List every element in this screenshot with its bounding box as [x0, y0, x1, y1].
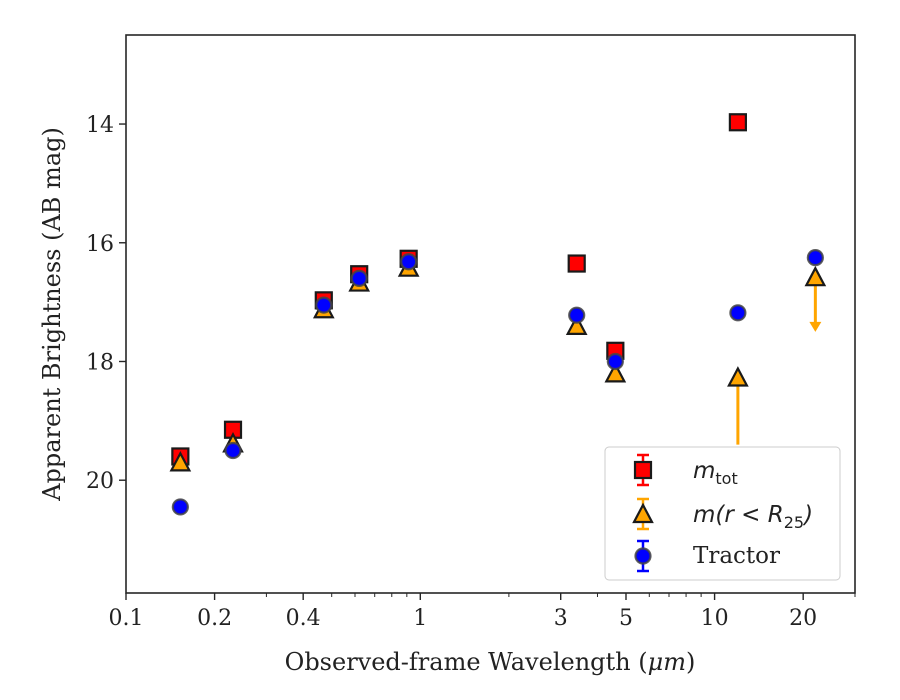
x-axis-label-suffix: ) [686, 648, 695, 676]
data-point-circle [806, 249, 824, 267]
data-marks [169, 113, 827, 516]
y-tick-label: 20 [86, 469, 114, 494]
legend-entry-mr25: m(r < R25) [693, 502, 813, 532]
legend-markers [632, 453, 654, 573]
legend: mtot m(r < R25) Tractor [604, 446, 841, 581]
data-point-square [728, 113, 747, 132]
x-tick-label: 1 [413, 606, 427, 631]
y-axis-label: Apparent Brightness (AB mag) [38, 127, 66, 502]
x-axis-label-unit: μm [648, 648, 686, 676]
data-point-circle [171, 498, 189, 516]
axis-ticks: 0.1 0.2 0.4 1 3 5 10 20 14 16 18 20 [86, 113, 856, 631]
x-tick-label: 3 [554, 606, 568, 631]
x-axis-label: Observed-frame Wavelength (μm) [285, 648, 696, 676]
legend-mr25-base: m [693, 502, 715, 528]
x-tick-label: 0.1 [109, 606, 144, 631]
data-point-triangle [804, 265, 827, 287]
legend-mr25-tail: (r < R [715, 502, 783, 528]
x-axis-label-prefix: Observed-frame Wavelength ( [285, 648, 648, 676]
data-point-triangle [169, 451, 192, 472]
data-point-circle [350, 269, 368, 287]
data-point-square [567, 254, 586, 273]
data-point-circle [568, 306, 586, 324]
x-tick-label: 20 [789, 606, 817, 631]
legend-marker-circle [634, 547, 652, 565]
legend-mtot-base: m [693, 458, 715, 484]
data-point-circle [729, 304, 747, 322]
data-point-triangle [565, 314, 588, 335]
legend-mtot-sub: tot [715, 469, 737, 488]
y-tick-label: 14 [86, 113, 114, 138]
legend-marker-triangle [632, 502, 654, 524]
legend-entry-mtot: mtot [693, 458, 738, 488]
legend-mr25-sub: 25 [784, 513, 804, 532]
data-point-circle [606, 352, 624, 371]
x-tick-label: 10 [701, 606, 729, 631]
y-tick-label: 16 [86, 232, 114, 257]
legend-mr25-close: ) [802, 502, 813, 528]
legend-entry-tractor: Tractor [693, 543, 780, 569]
x-tick-label: 5 [619, 606, 633, 631]
data-point-triangle [727, 366, 749, 387]
data-point-circle [315, 296, 333, 314]
legend-marker-square [633, 460, 653, 480]
data-point-triangle [604, 362, 627, 383]
data-point-circle [400, 253, 418, 271]
x-tick-label: 0.2 [197, 606, 232, 631]
data-point-circle [224, 441, 242, 460]
plot-frame [125, 34, 856, 594]
legend-box [604, 446, 841, 581]
upper-limit-arrow [809, 321, 822, 332]
x-tick-label: 0.4 [286, 606, 321, 631]
y-tick-label: 18 [86, 350, 114, 375]
